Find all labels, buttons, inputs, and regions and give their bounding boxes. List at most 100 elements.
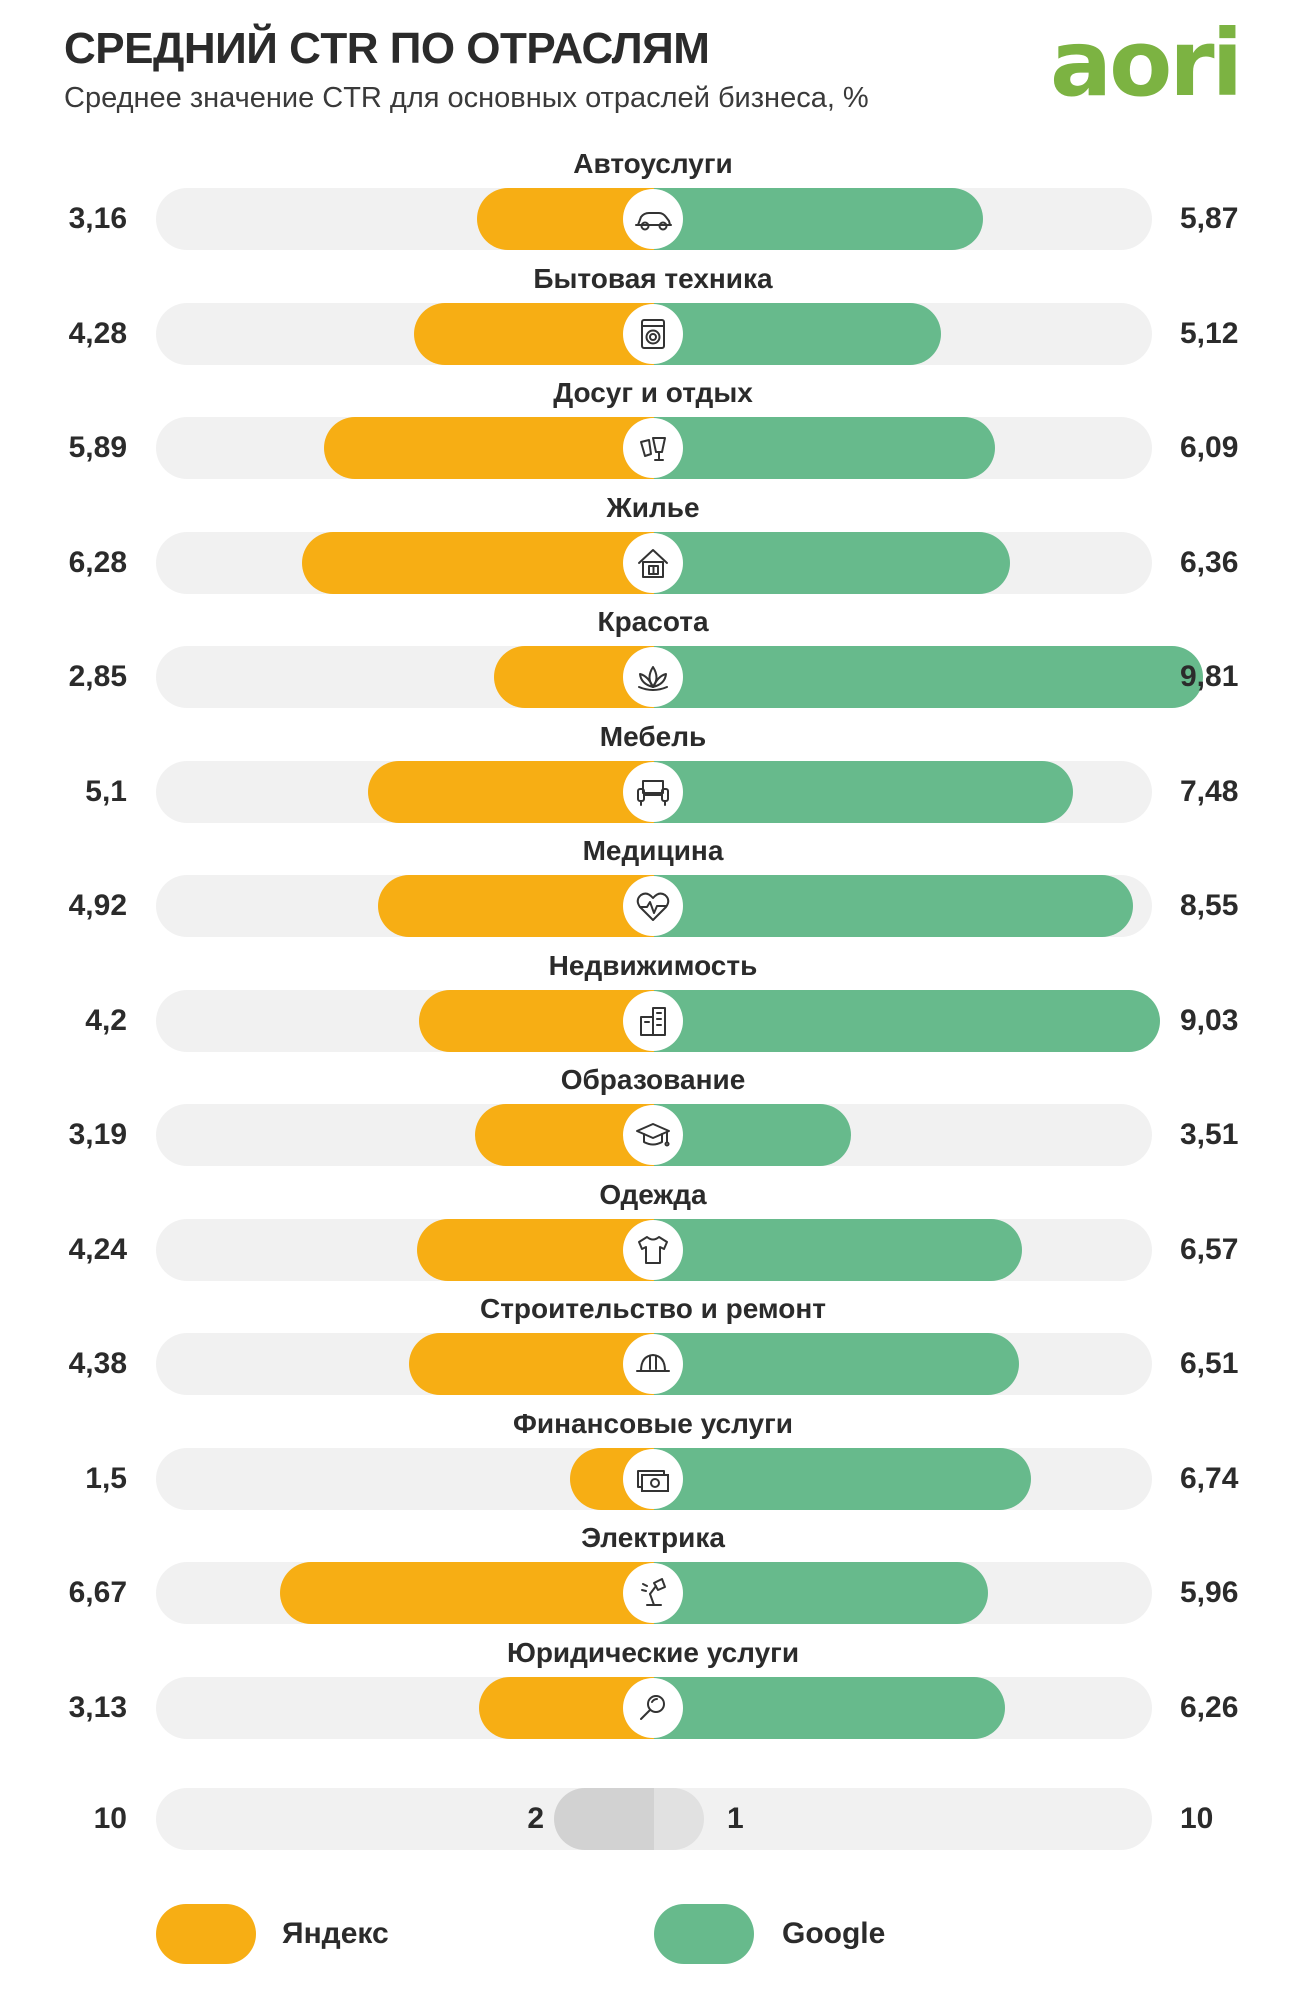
aori-logo: aori <box>1050 10 1243 117</box>
chart-row: Одежда 4,24 6,57 <box>0 1181 1306 1291</box>
bar-yandex <box>368 761 654 823</box>
bar-yandex <box>378 875 654 937</box>
bar-google <box>654 990 1160 1052</box>
legend-label-google: Google <box>782 1917 886 1950</box>
scale-right-tick: 1 <box>727 1802 744 1835</box>
category-label: Досуг и отдых <box>553 377 753 408</box>
category-label: Строительство и ремонт <box>479 1293 827 1324</box>
graduation-cap-icon <box>623 1105 683 1165</box>
category-label: Жилье <box>606 492 700 523</box>
category-label: Медицина <box>582 835 724 866</box>
value-label-yandex: 6,28 <box>68 546 127 579</box>
legend-label-yandex: Яндекс <box>282 1917 389 1950</box>
value-label-google: 5,12 <box>1180 317 1239 350</box>
bar-yandex <box>416 1219 654 1281</box>
house-icon <box>623 533 683 593</box>
value-label-yandex: 3,19 <box>68 1118 127 1151</box>
chart-subtitle: Среднее значение CTR для основных отрасл… <box>64 82 869 114</box>
value-label-yandex: 6,67 <box>68 1576 127 1609</box>
bar-google <box>654 1333 1019 1395</box>
bar-google <box>654 1562 988 1624</box>
value-label-google: 6,51 <box>1180 1347 1239 1380</box>
chart-row: Строительство и ремонт 4,38 6,51 <box>0 1295 1306 1405</box>
value-label-yandex: 5,1 <box>85 775 127 808</box>
buildings-icon <box>623 991 683 1051</box>
money-icon <box>623 1449 683 1509</box>
chart-row: Юридические услуги 3,13 6,26 <box>0 1639 1306 1749</box>
category-label: Электрика <box>581 1522 725 1553</box>
chart-row: Недвижимость 4,2 9,03 <box>0 952 1306 1062</box>
chart-row: Досуг и отдых 5,89 6,09 <box>0 379 1306 489</box>
bar-google <box>654 761 1073 823</box>
value-label-yandex: 5,89 <box>68 431 127 464</box>
bar-google <box>654 1104 851 1166</box>
value-label-yandex: 4,38 <box>68 1347 127 1380</box>
sofa-icon <box>623 762 683 822</box>
chart-row: Образование 3,19 3,51 <box>0 1066 1306 1176</box>
bar-google <box>654 1677 1005 1739</box>
value-label-google: 5,87 <box>1180 202 1239 235</box>
drinks-icon <box>623 418 683 478</box>
desk-lamp-icon <box>623 1563 683 1623</box>
value-label-google: 6,36 <box>1180 546 1239 579</box>
value-label-google: 6,74 <box>1180 1462 1239 1495</box>
scale-left-tick: 2 <box>527 1802 544 1835</box>
value-label-google: 6,09 <box>1180 431 1239 464</box>
hard-hat-icon <box>623 1334 683 1394</box>
bar-yandex <box>280 1562 654 1624</box>
value-label-google: 9,03 <box>1180 1004 1239 1037</box>
chart-row: Жилье 6,28 6,36 <box>0 494 1306 604</box>
category-label: Мебель <box>599 721 707 752</box>
tshirt-icon <box>623 1220 683 1280</box>
category-label: Одежда <box>599 1179 707 1210</box>
category-label: Недвижимость <box>548 950 758 981</box>
chart-row: Электрика 6,67 5,96 <box>0 1524 1306 1634</box>
value-label-google: 7,48 <box>1180 775 1239 808</box>
value-label-yandex: 1,5 <box>85 1462 127 1495</box>
value-label-yandex: 3,13 <box>68 1691 127 1724</box>
scale-right-max: 10 <box>1180 1802 1214 1835</box>
value-label-yandex: 2,85 <box>68 660 127 693</box>
category-label: Финансовые услуги <box>513 1408 793 1439</box>
category-label: Красота <box>597 606 709 637</box>
value-label-google: 6,26 <box>1180 1691 1239 1724</box>
scale-marker-right <box>654 1788 704 1850</box>
value-label-yandex: 4,28 <box>68 317 127 350</box>
chart-row: Красота 2,85 9,81 <box>0 608 1306 718</box>
value-label-google: 6,57 <box>1180 1233 1239 1266</box>
value-label-google: 5,96 <box>1180 1576 1239 1609</box>
bar-google <box>654 646 1204 708</box>
bar-yandex <box>302 532 654 594</box>
value-label-yandex: 4,24 <box>68 1233 127 1266</box>
chart-row: Финансовые услуги 1,5 6,74 <box>0 1410 1306 1520</box>
value-label-yandex: 3,16 <box>68 202 127 235</box>
bar-google <box>654 532 1011 594</box>
value-label-yandex: 4,2 <box>85 1004 127 1037</box>
value-label-google: 3,51 <box>1180 1118 1239 1151</box>
value-label-yandex: 4,92 <box>68 889 127 922</box>
bar-google <box>654 303 941 365</box>
bar-google <box>654 417 996 479</box>
lotus-icon <box>623 647 683 707</box>
scale-marker-left <box>554 1788 654 1850</box>
legend-swatch-yandex <box>156 1904 256 1964</box>
chart-row: Бытовая техника 4,28 5,12 <box>0 265 1306 375</box>
bar-google <box>654 1219 1022 1281</box>
car-icon <box>623 189 683 249</box>
heart-pulse-icon <box>623 876 683 936</box>
category-label: Юридические услуги <box>506 1637 800 1668</box>
bar-yandex <box>324 417 654 479</box>
category-label: Автоуслуги <box>573 148 733 179</box>
value-label-google: 8,55 <box>1180 889 1239 922</box>
value-label-google: 9,81 <box>1180 660 1239 693</box>
chart-row: Мебель 5,1 7,48 <box>0 723 1306 833</box>
bar-yandex <box>408 1333 654 1395</box>
scale-left-max: 10 <box>93 1802 127 1835</box>
chart-title: СРЕДНИЙ CTR ПО ОТРАСЛЯМ <box>64 24 710 73</box>
bar-yandex <box>418 990 654 1052</box>
bar-yandex <box>414 303 654 365</box>
bar-google <box>654 1448 1032 1510</box>
category-label: Бытовая техника <box>533 263 773 294</box>
bar-google <box>654 188 983 250</box>
category-label: Образование <box>560 1064 746 1095</box>
